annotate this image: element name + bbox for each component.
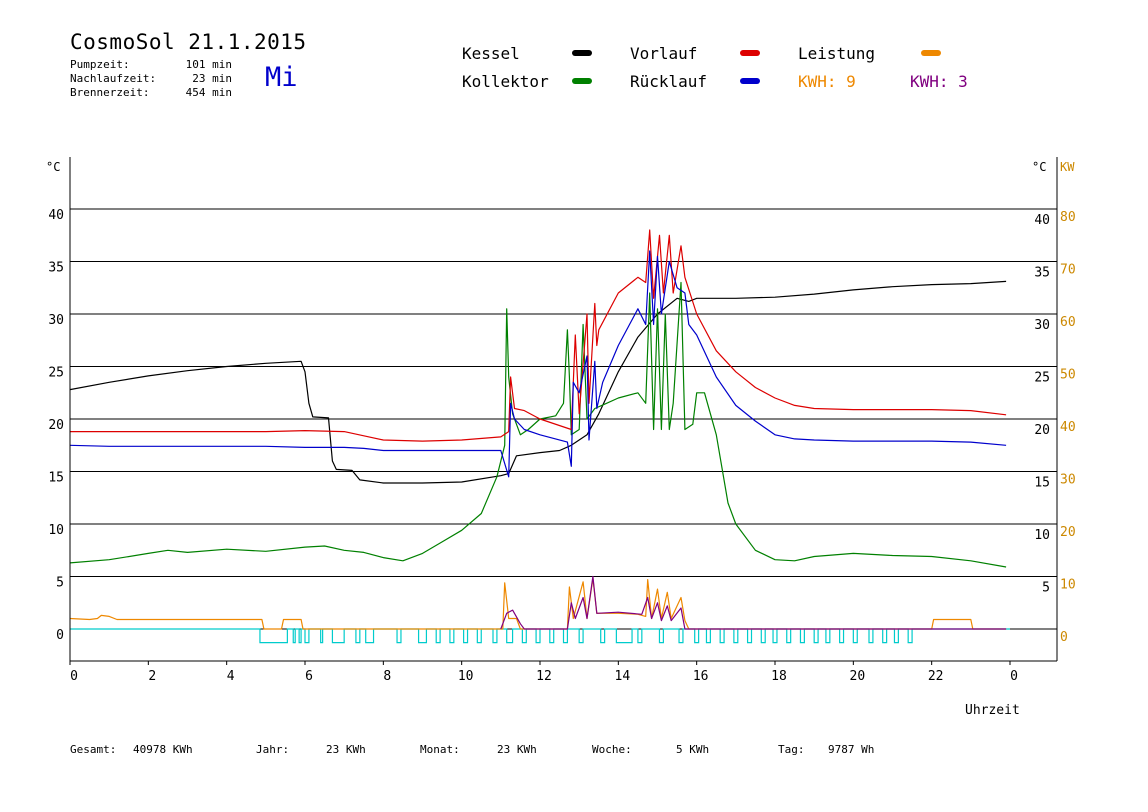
y2-tick-label: 20 xyxy=(1060,525,1076,540)
legend-kessel-swatch xyxy=(572,50,592,56)
stat-label: Brennerzeit: xyxy=(70,86,150,99)
x-tick-label: 0 xyxy=(1010,669,1018,684)
legend-ruecklauf-label: Rücklauf xyxy=(630,72,708,91)
x-tick-label: 6 xyxy=(305,669,313,684)
y-tick-label-left: 20 xyxy=(48,418,64,433)
stat-value: 101 min xyxy=(185,58,232,71)
x-tick-label: 16 xyxy=(693,669,709,684)
x-tick-label: 10 xyxy=(458,669,474,684)
stat-label: Pumpzeit: xyxy=(70,58,130,71)
footer-monat-label: Monat: xyxy=(420,743,460,756)
y2-tick-label: 30 xyxy=(1060,473,1076,488)
y-tick-label-left: 10 xyxy=(48,523,64,538)
series-line xyxy=(69,250,1007,478)
legend-leistung-label: Leistung xyxy=(798,44,876,63)
y2-tick-label: 70 xyxy=(1060,263,1076,278)
tick-labels: 0 2 4 6 8 10 12 14 16 18 20 22 0 0 5 5 10 10 15 15 20 20 25 25 3… xyxy=(46,160,1076,718)
y-tick-label-left: 5 xyxy=(56,576,64,591)
footer-jahr-label: Jahr: xyxy=(256,743,290,756)
y-tick-label-right: 30 xyxy=(1034,318,1050,333)
x-tick-label: 18 xyxy=(771,669,787,684)
legend-vorlauf-swatch xyxy=(740,50,760,56)
y2-tick-label: 10 xyxy=(1060,578,1076,593)
footer-gesamt-label: Gesamt: xyxy=(70,743,117,756)
y-tick-label-left: 35 xyxy=(48,261,64,276)
legend-leistung-swatch xyxy=(921,50,941,56)
y-tick-label-left: 0 xyxy=(56,628,64,643)
footer-woche-value: 5 KWh xyxy=(676,743,710,756)
weekday-label: Mi xyxy=(265,62,298,93)
y-tick-label-right: 20 xyxy=(1034,423,1050,438)
y-tick-label-left: 40 xyxy=(48,208,64,223)
axes xyxy=(69,157,1058,665)
y-tick-label-right: 35 xyxy=(1034,266,1050,281)
legend-kollektor-label: Kollektor xyxy=(462,72,549,91)
x-tick-label: 14 xyxy=(615,669,631,684)
y-tick-label-right: 10 xyxy=(1034,528,1050,543)
y-tick-label-left: 30 xyxy=(48,313,64,328)
y-tick-label-right: 25 xyxy=(1034,371,1050,386)
grid-lines xyxy=(70,208,1057,630)
y2-tick-label: 0 xyxy=(1060,630,1068,645)
y-tick-label-right: 5 xyxy=(1042,581,1050,596)
y-tick-label-left: 25 xyxy=(48,366,64,381)
y2-tick-label: 50 xyxy=(1060,368,1076,383)
legend-kessel-label: Kessel xyxy=(462,44,520,63)
y-tick-label-right: 40 xyxy=(1034,213,1050,228)
x-axis-label: Uhrzeit xyxy=(965,703,1020,718)
stat-label: Nachlaufzeit: xyxy=(70,72,157,85)
y2-tick-label: 40 xyxy=(1060,420,1076,435)
y2-unit: KW xyxy=(1060,160,1075,174)
x-tick-label: 20 xyxy=(850,669,866,684)
legend-vorlauf-label: Vorlauf xyxy=(630,44,698,63)
footer-tag-label: Tag: xyxy=(778,743,805,756)
footer-woche-label: Woche: xyxy=(592,743,632,756)
series-line xyxy=(70,229,1007,442)
legend-ruecklauf-swatch xyxy=(740,78,760,84)
stat-value: 23 min xyxy=(192,72,232,85)
stat-value: 454 min xyxy=(185,86,232,99)
legend-kollektor-swatch xyxy=(572,78,592,84)
y-tick-label-left: 15 xyxy=(48,471,64,486)
x-tick-label: 0 xyxy=(70,669,78,684)
legend-kwh-orange: KWH: 9 xyxy=(798,72,856,91)
y-tick-label-right: 15 xyxy=(1034,476,1050,491)
series-line xyxy=(500,575,1007,630)
footer-jahr-value: 23 KWh xyxy=(326,743,366,756)
footer-gesamt-value: 40978 KWh xyxy=(133,743,193,756)
y-unit-left: °C xyxy=(46,160,60,174)
series-line xyxy=(69,281,1007,568)
chart-title: CosmoSol 21.1.2015 xyxy=(70,30,307,54)
pump-series xyxy=(70,628,1010,644)
stats-block: Pumpzeit: 101 min Nachlaufzeit: 23 min Bre… xyxy=(70,58,232,100)
series-line xyxy=(69,280,1007,484)
x-tick-label: 2 xyxy=(148,669,156,684)
y2-tick-label: 60 xyxy=(1060,315,1076,330)
footer-tag-value: 9787 Wh xyxy=(828,743,875,756)
pump-line xyxy=(70,628,1010,644)
data-series xyxy=(69,229,1007,630)
footer-monat-value: 23 KWh xyxy=(497,743,537,756)
y2-tick-label: 80 xyxy=(1060,210,1076,225)
x-tick-label: 8 xyxy=(383,669,391,684)
x-tick-label: 12 xyxy=(536,669,552,684)
x-tick-label: 22 xyxy=(928,669,944,684)
series-line xyxy=(69,577,1007,630)
legend-kwh-purple: KWH: 3 xyxy=(910,72,968,91)
y-unit-right: °C xyxy=(1032,160,1046,174)
x-tick-label: 4 xyxy=(227,669,235,684)
